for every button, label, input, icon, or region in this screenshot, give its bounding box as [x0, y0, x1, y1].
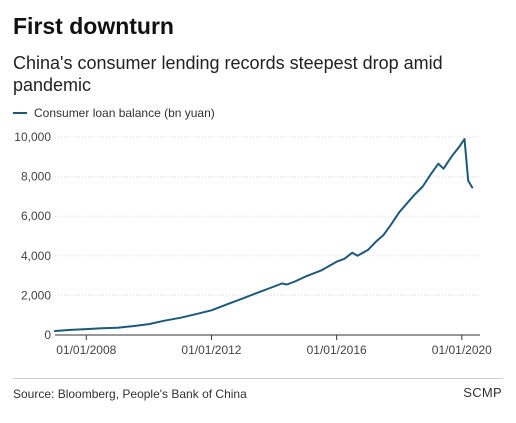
legend-line-swatch [13, 112, 27, 114]
y-tick-label: 8,000 [21, 170, 51, 184]
legend-label: Consumer loan balance (bn yuan) [34, 106, 215, 120]
y-tick-label: 10,000 [14, 130, 51, 144]
x-tick-label: 01/01/2012 [181, 343, 241, 357]
y-tick-label: 2,000 [21, 288, 51, 302]
series-line-consumer-loan-balance [54, 138, 474, 332]
chart-title: First downturn [13, 13, 174, 39]
y-tick-label: 0 [44, 328, 51, 342]
footer-divider [13, 378, 503, 379]
source-note: Source: Bloomberg, People's Bank of Chin… [13, 387, 247, 401]
chart-subtitle: China's consumer lending records steepes… [13, 53, 443, 95]
chart-legend: Consumer loan balance (bn yuan) [13, 104, 215, 122]
x-tick-label: 01/01/2020 [432, 343, 492, 357]
y-tick-label: 4,000 [21, 249, 51, 263]
x-tick-label: 01/01/2016 [307, 343, 367, 357]
y-tick-label: 6,000 [21, 209, 51, 223]
x-tick-label: 01/01/2008 [56, 343, 116, 357]
publisher-brand: SCMP [463, 385, 502, 400]
